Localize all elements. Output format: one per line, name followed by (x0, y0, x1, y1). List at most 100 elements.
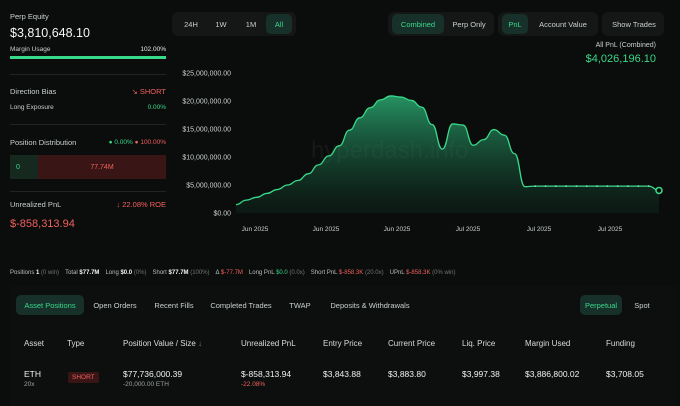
tab-open-orders[interactable]: Open Orders (93, 300, 137, 310)
trade-marker (585, 185, 588, 188)
stat-long-pnl-value: $0.0 (276, 270, 288, 276)
col-unrealized-pnl[interactable]: Unrealized PnL (241, 339, 296, 348)
pnl-area (236, 95, 659, 213)
long-exposure-label: Long Exposure (10, 104, 54, 111)
row-entry-price: $3,843.88 (323, 369, 361, 379)
stat-short-value: $77.7M (168, 270, 189, 276)
y-tick-label: $0.00 (213, 211, 231, 218)
row-funding: $3,708.05 (606, 369, 644, 379)
tab-recent-fills[interactable]: Recent Fills (154, 300, 194, 310)
stat-long-label: Long (105, 270, 119, 276)
unrealized-pnl-section: Unrealized PnL ↓ 22.08% ROE $-858,313.94 (10, 200, 166, 230)
row-margin-used: $3,886,800.02 (525, 369, 580, 379)
y-tick-label: $20,000,000.00 (182, 99, 231, 106)
stat-total-label: Total (65, 270, 78, 276)
market-perpetual-tab[interactable]: Perpetual (580, 295, 622, 315)
tab-completed-trades[interactable]: Completed Trades (210, 300, 272, 310)
last-point-marker (655, 186, 663, 195)
positions-panel: Asset Positions Open Orders Recent Fills… (10, 286, 676, 406)
dist-long-pct: 0.00% (114, 139, 133, 146)
stat-short-pct: (100%) (190, 270, 210, 276)
pnl-chart[interactable]: hyperdash.info $0.00$5,000,000.00$10,000… (166, 8, 676, 260)
perp-equity-section: Perp Equity $3,810,648.10 Margin Usage 1… (10, 12, 166, 59)
stat-upnl-value: $-858.3K (406, 270, 431, 276)
short-dot-icon: ● (134, 139, 139, 146)
trade-marker (616, 185, 619, 188)
metric-account-value-button[interactable]: Account Value (539, 19, 587, 29)
col-position-value-label: Position Value / Size (123, 339, 196, 348)
trade-marker (565, 185, 568, 188)
metric-pnl-button[interactable]: PnL (502, 14, 528, 34)
margin-usage-fill (10, 56, 166, 59)
range-1m-button[interactable]: 1M (245, 19, 257, 29)
chart-header-label: All PnL (Combined) (595, 42, 656, 49)
margin-usage-value: 102.00% (140, 46, 166, 53)
direction-bias-section: Direction Bias ↘ SHORT Long Exposure 0.0… (10, 87, 166, 111)
y-tick-label: $10,000,000.00 (182, 155, 231, 162)
trade-marker (575, 185, 578, 188)
tab-asset-positions[interactable]: Asset Positions (16, 295, 84, 315)
long-dot-icon: ● (108, 139, 113, 146)
y-tick-label: $15,000,000.00 (182, 127, 231, 134)
margin-usage-bar (10, 56, 166, 59)
mode-combined-button[interactable]: Combined (392, 14, 444, 34)
sort-arrow-down-icon: ↓ (198, 339, 203, 348)
row-current-price: $3,883.80 (388, 369, 426, 379)
col-liq-price[interactable]: Liq. Price (462, 339, 496, 348)
stat-positions-value: 1 (36, 270, 40, 276)
position-distribution-section: Position Distribution ● 0.00% ● 100.00% … (10, 138, 166, 179)
trade-marker (554, 185, 557, 188)
mode-perp-only-button[interactable]: Perp Only (452, 19, 486, 29)
y-tick-label: $5,000,000.00 (186, 183, 231, 190)
col-asset[interactable]: Asset (24, 339, 45, 348)
tab-deposits-withdrawals[interactable]: Deposits & Withdrawals (330, 300, 410, 310)
x-tick-label: Jun 2025 (313, 226, 340, 233)
stat-upnl-label: UPnL (389, 270, 405, 276)
trade-marker (627, 185, 629, 188)
row-position-size: -20,000.00 ETH (123, 381, 169, 388)
dist-long-segment: 0 (10, 155, 38, 179)
pnl-line (235, 95, 660, 206)
stat-long-pnl-label: Long PnL (248, 270, 275, 276)
row-type-badge: SHORT (68, 372, 99, 383)
stat-short-pnl-label: Short PnL (310, 270, 338, 276)
stat-short-label: Short (152, 270, 167, 276)
row-position-value: $77,736,000.39 (123, 369, 183, 379)
x-tick-label: Jul 2025 (527, 226, 552, 233)
trend-down-icon: ↘ (131, 87, 138, 96)
stat-positions-win: (0 win) (41, 270, 60, 276)
y-tick-label: $25,000,000.00 (182, 71, 231, 78)
unrealized-roe: 22.08% ROE (122, 200, 166, 209)
perp-equity-value: $3,810,648.10 (10, 26, 90, 40)
pnl-chart-panel: 24H 1W 1M All Combined Perp Only PnL Acc… (166, 8, 676, 260)
trade-marker (596, 185, 598, 188)
row-asset[interactable]: ETH (24, 369, 41, 379)
row-liq-price: $3,997.38 (462, 369, 500, 379)
market-spot-tab[interactable]: Spot (634, 300, 650, 310)
stat-upnl-win: (0% win) (432, 270, 456, 276)
show-trades-button[interactable]: Show Trades (612, 19, 656, 29)
range-all-button[interactable]: All (266, 14, 292, 34)
col-type[interactable]: Type (67, 339, 85, 348)
col-position-value[interactable]: Position Value / Size ↓ (123, 339, 202, 348)
x-tick-label: Jun 2025 (384, 226, 411, 233)
range-1w-button[interactable]: 1W (215, 19, 227, 29)
col-margin-used[interactable]: Margin Used (525, 339, 571, 348)
trade-marker (606, 185, 609, 188)
trade-marker (534, 185, 537, 188)
stat-total-value: $77.7M (79, 270, 100, 276)
stat-long-value: $0.0 (120, 270, 133, 276)
col-current-price[interactable]: Current Price (388, 339, 436, 348)
col-funding[interactable]: Funding (606, 339, 635, 348)
tab-twap[interactable]: TWAP (289, 300, 311, 310)
range-24h-button[interactable]: 24H (184, 19, 198, 29)
dist-short-segment: 77.74M (38, 155, 166, 179)
unrealized-pnl-label: Unrealized PnL (10, 200, 62, 209)
show-trades-wrap (602, 12, 664, 36)
stat-long-pnl-count: (0.0x) (289, 270, 305, 276)
long-exposure-value: 0.00% (147, 104, 166, 111)
col-entry-price[interactable]: Entry Price (323, 339, 363, 348)
dist-short-pct: 100.00% (140, 139, 166, 146)
account-summary-panel: Perp Equity $3,810,648.10 Margin Usage 1… (10, 8, 166, 260)
stat-delta-value: $-77.7M (220, 270, 243, 276)
